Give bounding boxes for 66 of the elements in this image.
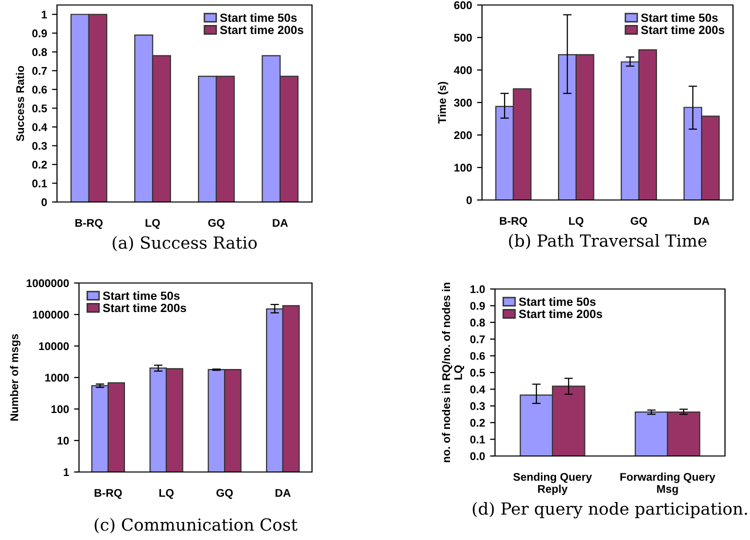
legend-label: Start time 200s	[518, 309, 602, 318]
y-tick-label: 0.3	[32, 142, 47, 150]
legend-label: Start time 50s	[102, 291, 180, 300]
legend-label: Start time 50s	[518, 297, 596, 306]
y-tick-label: 0.0	[470, 452, 485, 460]
y-tick-label: 0.6	[32, 86, 47, 94]
x-tick-label: DA	[694, 217, 710, 225]
legend-label: Start time 50s	[641, 13, 718, 22]
x-tick-label: GQ	[630, 216, 648, 227]
legend-label: Start time 200s	[102, 303, 186, 312]
y-tick-label: 0.7	[32, 66, 47, 75]
text: (a) Success Ratio	[112, 236, 257, 252]
y-tick-label: 0	[42, 198, 47, 206]
y-tick-label: 0.5	[470, 368, 485, 377]
y-tick-label: 0.1	[32, 180, 47, 188]
y-tick-label: 0.6	[470, 352, 485, 360]
y-tick-label: 300	[454, 98, 472, 107]
y-tick-label: 1	[64, 468, 69, 476]
x-tick-label: B-RQ	[500, 216, 528, 227]
x-tick-label: GQ	[216, 488, 233, 499]
x-tick-label: B-RQ	[75, 218, 103, 229]
y-tick-label: 100	[51, 405, 69, 414]
x-tick-label: LQ	[146, 218, 160, 229]
y-tick-label: 0.4	[32, 123, 48, 132]
y-tick-label: 0.5	[32, 104, 47, 112]
y-tick-label: 400	[454, 66, 472, 74]
y-tick-label: 200	[454, 131, 472, 140]
y-tick-label: 1000	[45, 374, 69, 382]
y-axis-title: Number of msgs	[10, 334, 20, 421]
x-tick-label: LQ	[569, 216, 584, 227]
x-tick-label: GQ	[208, 218, 225, 229]
y-tick-label: 0.1	[470, 436, 485, 444]
x-tick-label: DA	[276, 489, 291, 497]
y-tick-label: 1	[42, 10, 47, 18]
y-tick-label: 1.0	[470, 285, 485, 294]
text: (c) Communication Cost	[94, 518, 298, 534]
x-tick-label: LQ	[159, 488, 174, 499]
text: (d) Per query node participation.	[472, 502, 747, 518]
x-tick-label: B-RQ	[94, 488, 122, 499]
y-tick-label: 100000	[32, 310, 69, 319]
y-tick-label: 0.2	[470, 418, 485, 427]
y-tick-label: 1000000	[26, 279, 69, 288]
y-tick-label: 0.4	[470, 385, 486, 394]
x-tick-label: Forwarding Query Msg	[620, 472, 716, 496]
y-tick-label: 500	[454, 34, 472, 42]
y-tick-label: 0.8	[32, 48, 47, 56]
y-axis-title: Time (s)	[438, 82, 448, 124]
y-tick-label: 600	[454, 1, 472, 10]
y-tick-label: 0.8	[470, 318, 485, 327]
y-axis-title: no. of nodes in RQ/no. of nodes in LQ	[442, 282, 464, 462]
y-tick-label: 10000	[39, 342, 69, 350]
y-tick-label: 0.9	[32, 29, 47, 38]
legend-label: Start time 200s	[220, 25, 304, 34]
legend-label: Start time 50s	[220, 13, 297, 22]
y-tick-label: 0.2	[32, 160, 47, 169]
y-tick-label: 0.7	[470, 335, 485, 344]
legend-label: Start time 200s	[641, 25, 724, 34]
y-tick-label: 0	[466, 196, 472, 204]
y-axis-title: Success Ratio	[16, 66, 24, 142]
y-tick-label: 10	[58, 436, 69, 445]
y-tick-label: 0.3	[470, 402, 485, 410]
text: (b) Path Traversal Time	[509, 234, 706, 250]
x-tick-label: Sending Query Reply	[513, 472, 592, 496]
x-tick-label: DA	[272, 219, 288, 227]
y-tick-label: 100	[454, 164, 472, 172]
y-tick-label: 0.9	[470, 302, 485, 310]
